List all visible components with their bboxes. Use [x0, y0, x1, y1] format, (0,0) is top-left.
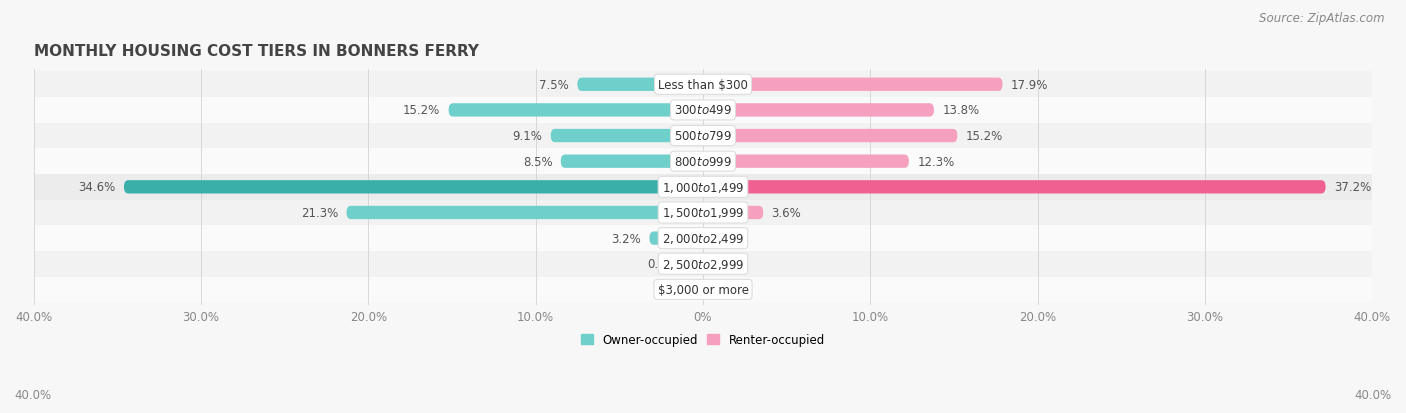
Text: 40.0%: 40.0%	[14, 388, 51, 401]
Text: $1,500 to $1,999: $1,500 to $1,999	[662, 206, 744, 220]
FancyBboxPatch shape	[703, 155, 908, 169]
FancyBboxPatch shape	[703, 283, 711, 297]
Text: 0.0%: 0.0%	[720, 258, 749, 271]
Text: 13.8%: 13.8%	[942, 104, 980, 117]
FancyBboxPatch shape	[124, 181, 703, 194]
FancyBboxPatch shape	[693, 257, 703, 271]
FancyBboxPatch shape	[551, 130, 703, 143]
Text: 34.6%: 34.6%	[79, 181, 115, 194]
Text: 0.0%: 0.0%	[720, 283, 749, 296]
Text: MONTHLY HOUSING COST TIERS IN BONNERS FERRY: MONTHLY HOUSING COST TIERS IN BONNERS FE…	[34, 44, 478, 59]
FancyBboxPatch shape	[695, 283, 703, 297]
Text: $1,000 to $1,499: $1,000 to $1,499	[662, 180, 744, 195]
FancyBboxPatch shape	[703, 181, 1326, 194]
Text: 3.2%: 3.2%	[612, 232, 641, 245]
Text: 37.2%: 37.2%	[1334, 181, 1371, 194]
FancyBboxPatch shape	[703, 130, 957, 143]
Text: 21.3%: 21.3%	[301, 206, 339, 219]
Bar	[34, 200, 1372, 226]
Legend: Owner-occupied, Renter-occupied: Owner-occupied, Renter-occupied	[576, 329, 830, 351]
Text: 17.9%: 17.9%	[1011, 78, 1049, 92]
Text: 9.1%: 9.1%	[512, 130, 543, 143]
Text: $300 to $499: $300 to $499	[673, 104, 733, 117]
FancyBboxPatch shape	[703, 232, 711, 245]
FancyBboxPatch shape	[346, 206, 703, 220]
FancyBboxPatch shape	[578, 78, 703, 92]
Text: 0.0%: 0.0%	[720, 232, 749, 245]
Text: 0.0%: 0.0%	[657, 283, 686, 296]
FancyBboxPatch shape	[703, 257, 711, 271]
FancyBboxPatch shape	[449, 104, 703, 117]
Text: 3.6%: 3.6%	[772, 206, 801, 219]
Text: 0.61%: 0.61%	[647, 258, 685, 271]
FancyBboxPatch shape	[650, 232, 703, 245]
Bar	[34, 277, 1372, 302]
Text: 40.0%: 40.0%	[1355, 388, 1392, 401]
Bar	[34, 149, 1372, 175]
Bar	[34, 123, 1372, 149]
Bar	[34, 252, 1372, 277]
Text: 8.5%: 8.5%	[523, 155, 553, 168]
Text: $3,000 or more: $3,000 or more	[658, 283, 748, 296]
Text: $2,500 to $2,999: $2,500 to $2,999	[662, 257, 744, 271]
Text: 7.5%: 7.5%	[540, 78, 569, 92]
Text: 15.2%: 15.2%	[966, 130, 1002, 143]
Bar	[34, 226, 1372, 252]
Bar	[34, 175, 1372, 200]
Text: 15.2%: 15.2%	[404, 104, 440, 117]
Bar	[34, 98, 1372, 123]
FancyBboxPatch shape	[561, 155, 703, 169]
Text: Source: ZipAtlas.com: Source: ZipAtlas.com	[1260, 12, 1385, 25]
FancyBboxPatch shape	[703, 104, 934, 117]
Text: $2,000 to $2,499: $2,000 to $2,499	[662, 232, 744, 245]
FancyBboxPatch shape	[703, 78, 1002, 92]
Text: 12.3%: 12.3%	[917, 155, 955, 168]
Bar	[34, 72, 1372, 98]
Text: $800 to $999: $800 to $999	[673, 155, 733, 168]
Text: $500 to $799: $500 to $799	[673, 130, 733, 143]
FancyBboxPatch shape	[703, 206, 763, 220]
Text: Less than $300: Less than $300	[658, 78, 748, 92]
